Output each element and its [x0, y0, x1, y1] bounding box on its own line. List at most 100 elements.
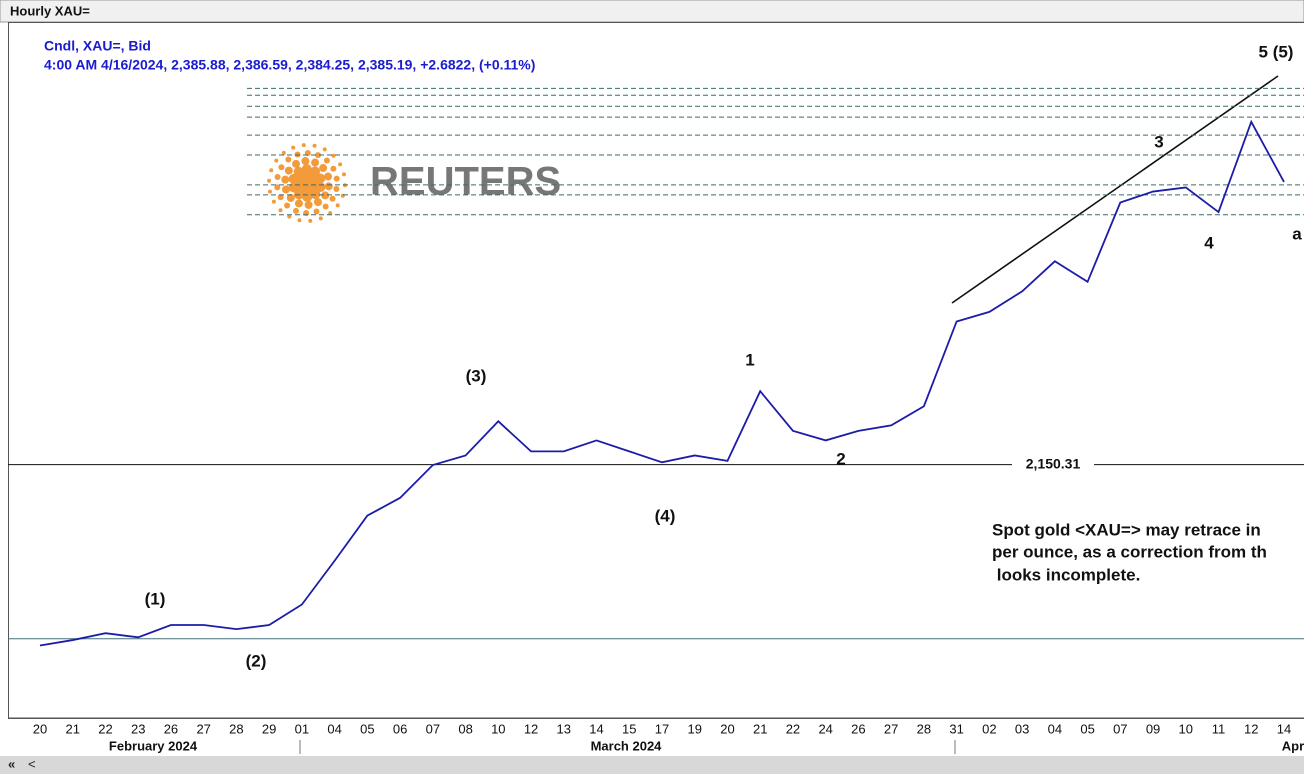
x-tick-label: 20	[33, 721, 47, 736]
trend-line	[951, 75, 1279, 304]
x-tick-label: 10	[1179, 721, 1193, 736]
month-label: February 2024	[109, 738, 198, 753]
legend-line: 4:00 AM 4/16/2024, 2,385.88, 2,386.59, 2…	[44, 57, 535, 73]
x-tick-label: 11	[1212, 721, 1226, 736]
logo-dot	[313, 208, 320, 215]
x-tick-label: 17	[655, 721, 669, 736]
scroll-first[interactable]: «	[8, 756, 15, 771]
x-tick-label: 22	[98, 721, 112, 736]
scroll-prev[interactable]: <	[28, 756, 36, 771]
wave-label: (2)	[246, 651, 267, 670]
month-label: Apr	[1282, 738, 1304, 753]
logo-dot	[323, 157, 330, 164]
logo-dot	[292, 159, 301, 168]
x-tick-label: 14	[1277, 721, 1291, 736]
logo-dot	[281, 185, 290, 194]
x-tick-label: 31	[949, 721, 963, 736]
x-tick-label: 12	[524, 721, 538, 736]
annotation: looks incomplete.	[992, 565, 1140, 584]
logo-dot	[330, 165, 337, 172]
logo-dot	[315, 173, 326, 184]
logo-dot	[286, 193, 295, 202]
logo-dot	[271, 199, 276, 204]
logo-dot	[285, 156, 292, 163]
logo-dot	[293, 166, 304, 177]
x-tick-label: 05	[1080, 721, 1094, 736]
logo-dot	[281, 150, 286, 155]
wave-label: a	[1292, 224, 1302, 243]
x-tick-label: 13	[557, 721, 571, 736]
x-tick-label: 22	[786, 721, 800, 736]
title-bar	[0, 0, 1304, 23]
logo-dot	[284, 202, 291, 209]
logo-dot	[335, 203, 340, 208]
x-tick-label: 12	[1244, 721, 1258, 736]
logo-dot	[277, 194, 284, 201]
wave-label: 5 (5)	[1259, 42, 1294, 61]
x-tick-label: 05	[360, 721, 374, 736]
logo-mark	[267, 143, 347, 223]
logo-dot	[297, 218, 302, 223]
logo-dot	[278, 164, 285, 171]
logo-dot	[318, 216, 323, 221]
x-tick-label: 02	[982, 721, 996, 736]
scrollbar[interactable]	[0, 756, 1304, 774]
x-tick-label: 14	[589, 721, 603, 736]
x-tick-label: 01	[295, 721, 309, 736]
x-tick-label: 28	[917, 721, 931, 736]
logo-dot	[321, 191, 330, 200]
logo-text: REUTERS	[370, 160, 561, 204]
logo-dot	[291, 145, 296, 150]
logo-dot	[311, 158, 320, 167]
x-tick-label: 29	[262, 721, 276, 736]
logo-dot	[269, 168, 274, 173]
logo-dot	[331, 153, 336, 158]
price-line	[39, 119, 1285, 647]
logo-dot	[301, 164, 312, 175]
logo-dot	[322, 203, 329, 210]
x-tick-label: 21	[66, 721, 80, 736]
window-title: Hourly XAU=	[10, 3, 90, 18]
x-tick-label: 27	[196, 721, 210, 736]
annotation: Spot gold <XAU=> may retrace in	[992, 520, 1261, 539]
wave-label: (3)	[466, 366, 487, 385]
x-tick-label: 23	[131, 721, 145, 736]
logo-dot	[267, 189, 272, 194]
logo-dot	[301, 143, 306, 148]
x-tick-label: 27	[884, 721, 898, 736]
logo-dot	[292, 207, 299, 214]
annotation: per ounce, as a correction from th	[992, 542, 1267, 561]
x-tick-label: 04	[1048, 721, 1062, 736]
legend-line: Cndl, XAU=, Bid	[44, 38, 151, 54]
x-tick-label: 09	[1146, 721, 1160, 736]
wave-label: 2	[836, 449, 845, 468]
logo-dot	[304, 150, 311, 157]
logo-dot	[312, 143, 317, 148]
plot-area	[8, 22, 1304, 719]
logo: REUTERS	[255, 128, 570, 238]
x-tick-label: 10	[491, 721, 505, 736]
wave-label: 3	[1154, 132, 1163, 151]
x-tick-label: 26	[164, 721, 178, 736]
logo-dot	[329, 195, 336, 202]
wave-label: 1	[745, 350, 754, 369]
reference-label: 2,150.31	[1026, 455, 1081, 471]
logo-dot	[328, 211, 333, 216]
wave-label: 4	[1204, 233, 1214, 252]
logo-dot	[278, 208, 283, 213]
x-tick-label: 24	[818, 721, 832, 736]
x-tick-label: 07	[426, 721, 440, 736]
logo-dot	[324, 182, 333, 191]
logo-dot	[310, 166, 321, 177]
logo-dot	[313, 198, 322, 207]
logo-dot	[315, 152, 322, 159]
logo-dot	[287, 214, 292, 219]
logo-dot	[288, 182, 299, 193]
logo-dot	[281, 175, 290, 184]
logo-dot	[301, 157, 310, 166]
logo-dot	[288, 173, 299, 184]
logo-dot	[342, 172, 347, 177]
logo-dot	[294, 199, 303, 208]
x-tick-label: 15	[622, 721, 636, 736]
